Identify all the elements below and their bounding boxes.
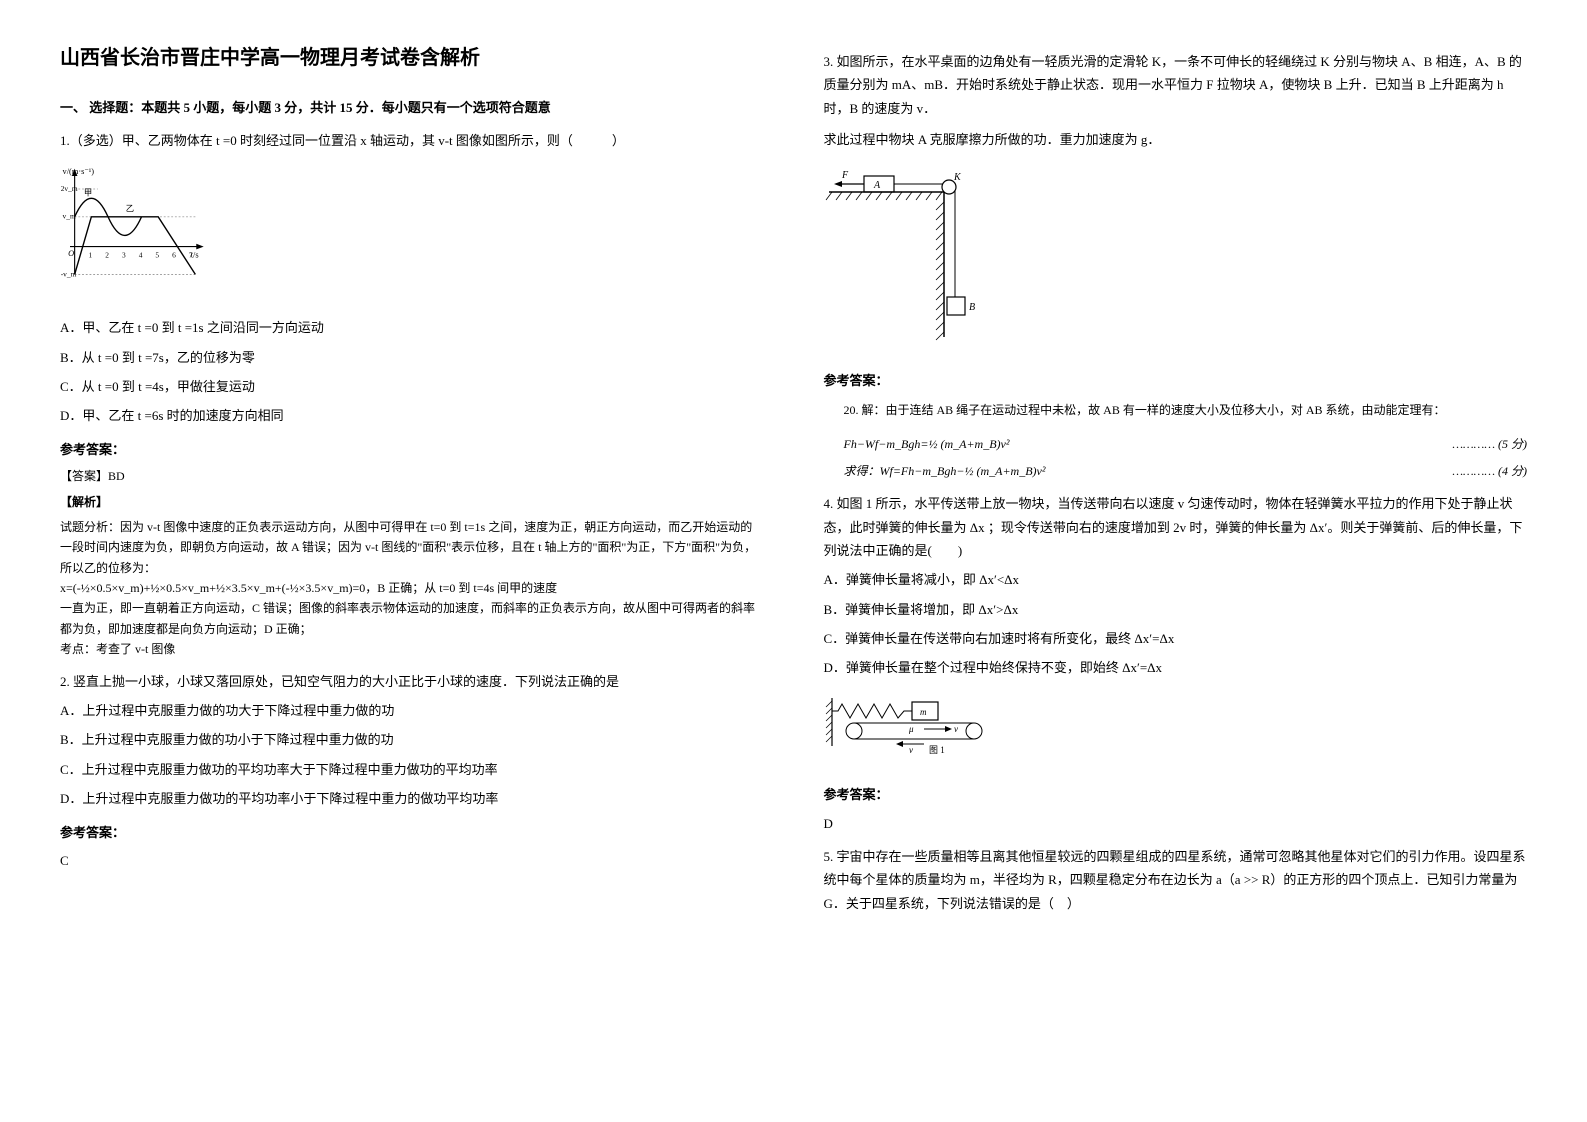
label-F: F [841,170,849,181]
q1-option-a: A．甲、乙在 t =0 到 t =1s 之间沿同一方向运动 [60,316,764,339]
q1-stem: 1.（多选）甲、乙两物体在 t =0 时刻经过同一位置沿 x 轴运动，其 v-t… [60,129,764,152]
q1-analysis-4: 考点：考查了 v-t 图像 [60,639,764,659]
q3-stem: 3. 如图所示，在水平桌面的边角处有一轻质光滑的定滑轮 K，一条不可伸长的轻绳绕… [824,50,1528,120]
q3-formula-2: 求得：Wf=Fh−m_Bgh−½ (m_A+m_B)v² [844,461,1046,483]
svg-text:v/(m·s⁻¹): v/(m·s⁻¹) [63,167,95,176]
label-B: B [969,302,975,313]
question-2: 2. 竖直上抛一小球，小球又落回原处，已知空气阻力的大小正比于小球的速度．下列说… [60,670,764,873]
svg-text:1: 1 [89,250,93,259]
section-heading: 一、 选择题：本题共 5 小题，每小题 3 分，共计 15 分．每小题只有一个选… [60,96,764,119]
svg-text:乙: 乙 [126,204,134,213]
q4-option-d: D．弹簧伸长量在整个过程中始终保持不变，即始终 Δx′=Δx [824,656,1528,679]
svg-text:6: 6 [172,250,176,259]
q2-option-d: D．上升过程中克服重力做功的平均功率小于下降过程中重力的做功平均功率 [60,787,764,810]
q2-stem: 2. 竖直上抛一小球，小球又落回原处，已知空气阻力的大小正比于小球的速度．下列说… [60,670,764,693]
svg-text:3: 3 [122,250,126,259]
svg-text:v_m: v_m [63,211,76,220]
q2-answer: C [60,849,764,872]
q1-analysis-1: 试题分析：因为 v-t 图像中速度的正负表示运动方向，从图中可得甲在 t=0 到… [60,517,764,578]
q1-option-c: C．从 t =0 到 t =4s，甲做往复运动 [60,375,764,398]
page-title: 山西省长治市晋庄中学高一物理月考试卷含解析 [60,40,764,76]
vt-chart: v/(m·s⁻¹) t/s 1 2 3 4 5 6 7 2v_m v_m -v_… [60,163,210,293]
svg-text:2: 2 [105,250,109,259]
label-A: A [873,180,881,191]
spring-diagram: m μ v v 图 1 [824,696,1004,756]
question-1: 1.（多选）甲、乙两物体在 t =0 时刻经过同一位置沿 x 轴运动，其 v-t… [60,129,764,659]
svg-text:5: 5 [155,250,159,259]
svg-text:O: O [68,249,74,258]
q3-formula-1-row: Fh−Wf−m_Bgh=½ (m_A+m_B)v² ………… (5 分) [824,434,1528,456]
q3-formula-2-score: ………… (4 分) [1452,461,1527,483]
q4-option-a: A．弹簧伸长量将减小，即 Δx′<Δx [824,568,1528,591]
q1-analysis-label: 【解析】 [60,492,764,512]
page-container: 山西省长治市晋庄中学高一物理月考试卷含解析 一、 选择题：本题共 5 小题，每小… [60,40,1527,925]
q2-option-c: C．上升过程中克服重力做功的平均功率大于下降过程中重力做功的平均功率 [60,758,764,781]
q5-stem: 5. 宇宙中存在一些质量相等且离其他恒星较远的四颗星组成的四星系统，通常可忽略其… [824,845,1528,915]
q3-formula-1-score: ………… (5 分) [1452,434,1527,456]
q1-answer: 【答案】BD [60,466,764,486]
q3-formula-1: Fh−Wf−m_Bgh=½ (m_A+m_B)v² [844,434,1010,456]
svg-text:m: m [920,707,927,717]
q2-answer-label: 参考答案： [60,821,764,844]
svg-text:4: 4 [139,250,143,259]
question-4: 4. 如图 1 所示，水平传送带上放一物块，当传送带向右以速度 v 匀速传动时，… [824,492,1528,835]
svg-text:7: 7 [189,250,193,259]
q3-formula-2-row: 求得：Wf=Fh−m_Bgh−½ (m_A+m_B)v² ………… (4 分) [824,461,1528,483]
q4-answer-label: 参考答案： [824,783,1528,806]
left-column: 山西省长治市晋庄中学高一物理月考试卷含解析 一、 选择题：本题共 5 小题，每小… [60,40,764,925]
svg-text:2v_m: 2v_m [61,184,78,193]
q1-analysis-formula: x=(-½×0.5×v_m)+½×0.5×v_m+½×3.5×v_m+(-½×3… [60,578,764,598]
q4-option-b: B．弹簧伸长量将增加，即 Δx′>Δx [824,598,1528,621]
q2-option-a: A．上升过程中克服重力做的功大于下降过程中重力做的功 [60,699,764,722]
pulley-diagram: A F K B [824,162,1004,342]
q4-stem: 4. 如图 1 所示，水平传送带上放一物块，当传送带向右以速度 v 匀速传动时，… [824,492,1528,562]
svg-text:v: v [909,745,913,755]
svg-text:μ: μ [908,724,914,734]
q1-analysis-3: 一直为正，即一直朝着正方向运动，C 错误；图像的斜率表示物体运动的加速度，而斜率… [60,598,764,639]
q4-option-c: C．弹簧伸长量在传送带向右加速时将有所变化，最终 Δx′=Δx [824,627,1528,650]
q3-solution-line: 20. 解：由于连结 AB 绳子在运动过程中未松，故 AB 有一样的速度大小及位… [844,400,1528,422]
question-3: 3. 如图所示，在水平桌面的边角处有一轻质光滑的定滑轮 K，一条不可伸长的轻绳绕… [824,50,1528,482]
label-K: K [953,172,962,183]
question-5: 5. 宇宙中存在一些质量相等且离其他恒星较远的四颗星组成的四星系统，通常可忽略其… [824,845,1528,915]
right-column: 3. 如图所示，在水平桌面的边角处有一轻质光滑的定滑轮 K，一条不可伸长的轻绳绕… [824,40,1528,925]
q1-option-b: B．从 t =0 到 t =7s，乙的位移为零 [60,346,764,369]
q1-answer-label: 参考答案： [60,438,764,461]
q2-option-b: B．上升过程中克服重力做的功小于下降过程中重力做的功 [60,728,764,751]
q3-stem2: 求此过程中物块 A 克服摩擦力所做的功．重力加速度为 g． [824,128,1528,151]
svg-text:甲: 甲 [84,188,92,197]
q4-answer: D [824,812,1528,835]
q3-answer-label: 参考答案： [824,369,1528,392]
q1-option-d: D．甲、乙在 t =6s 时的加速度方向相同 [60,404,764,427]
svg-text:v: v [954,724,958,734]
fig1-label: 图 1 [929,745,945,755]
